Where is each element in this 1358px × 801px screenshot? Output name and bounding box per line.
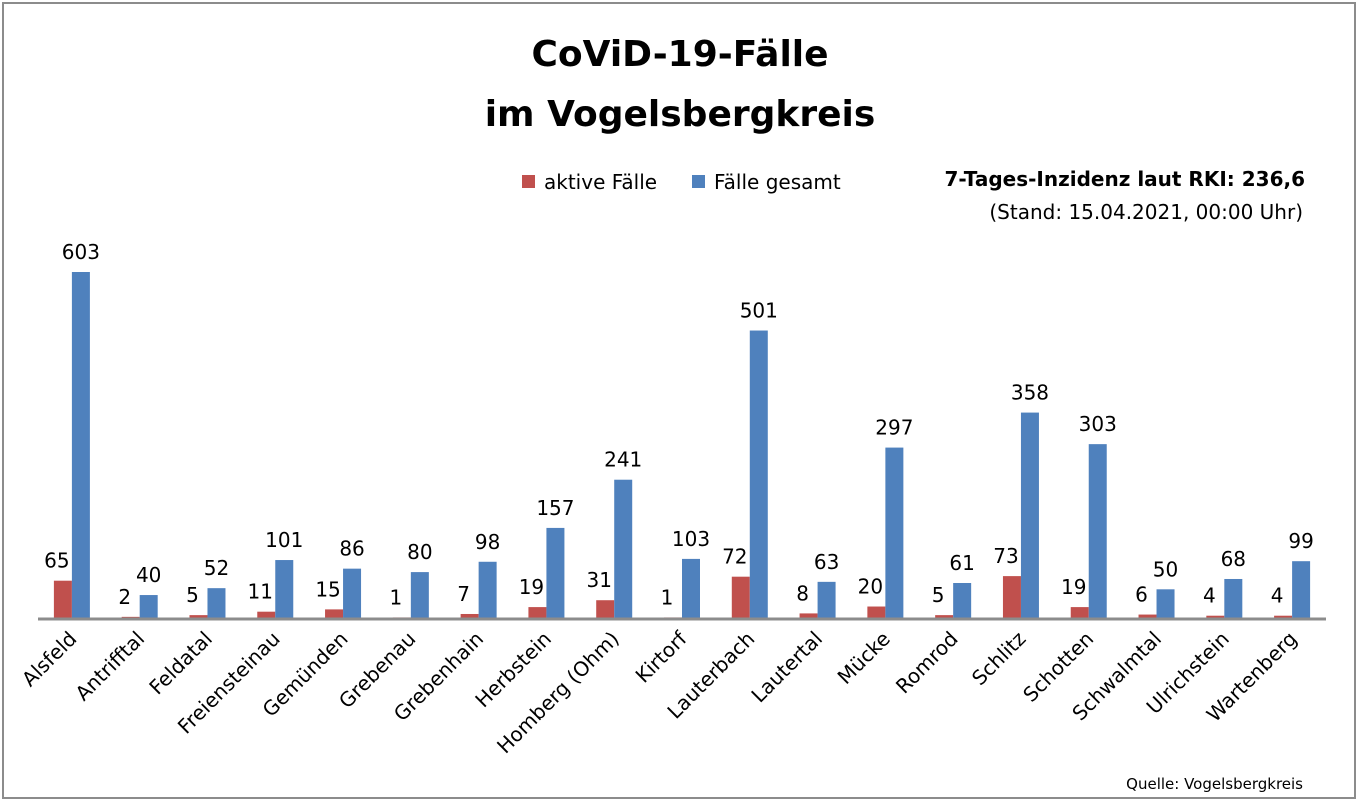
label-active-16: 6 <box>1135 583 1148 607</box>
label-total-3: 101 <box>265 528 303 552</box>
bar-total-15 <box>1088 444 1107 618</box>
label-total-2: 52 <box>204 556 229 580</box>
label-total-9: 103 <box>672 527 710 551</box>
bar-total-3 <box>275 560 294 618</box>
bar-total-14 <box>1020 412 1039 618</box>
bar-total-7 <box>546 527 565 618</box>
legend-swatch-total <box>692 175 705 188</box>
bar-active-6 <box>460 613 479 618</box>
bar-total-4 <box>343 568 362 618</box>
label-active-10: 72 <box>722 545 747 569</box>
label-total-7: 157 <box>536 496 574 520</box>
label-active-11: 8 <box>796 581 809 605</box>
source-note: Quelle: Vogelsbergkreis <box>1126 775 1303 793</box>
bar-active-3 <box>257 611 276 618</box>
bar-total-18 <box>1292 561 1311 618</box>
category-label-12: Mücke <box>833 627 895 689</box>
label-total-5: 80 <box>407 540 432 564</box>
bar-total-0 <box>71 272 90 618</box>
category-label-8: Homberg (Ohm) <box>492 627 624 759</box>
label-active-17: 4 <box>1203 584 1216 608</box>
label-total-6: 98 <box>475 530 500 554</box>
bar-active-11 <box>799 613 818 618</box>
label-total-4: 86 <box>339 537 364 561</box>
label-total-16: 50 <box>1153 557 1178 581</box>
bar-active-12 <box>867 606 886 618</box>
label-active-3: 11 <box>248 580 273 604</box>
label-active-12: 20 <box>858 575 883 599</box>
bar-total-13 <box>953 582 972 618</box>
bar-total-6 <box>478 561 497 618</box>
bar-total-1 <box>139 595 158 618</box>
chart-title-line2: im Vogelsbergkreis <box>485 94 876 135</box>
status-date-annotation: (Stand: 15.04.2021, 00:00 Uhr) <box>989 200 1303 224</box>
chart-title-line1: CoViD-19-Fälle <box>531 34 828 75</box>
legend-label-active: aktive Fälle <box>544 170 657 194</box>
category-label-1: Antrifftal <box>70 627 149 706</box>
label-active-14: 73 <box>993 544 1018 568</box>
category-label-0: Alsfeld <box>17 627 82 692</box>
category-label-9: Kirtorf <box>631 626 693 688</box>
bar-active-17 <box>1206 615 1225 618</box>
label-total-12: 297 <box>875 416 913 440</box>
label-total-13: 61 <box>949 551 974 575</box>
bar-active-2 <box>189 615 208 618</box>
category-label-13: Romrod <box>891 627 963 699</box>
bar-active-0 <box>53 580 72 618</box>
legend-swatch-active <box>522 175 535 188</box>
bar-active-4 <box>325 609 344 618</box>
bar-total-10 <box>749 330 768 618</box>
label-active-4: 15 <box>315 577 340 601</box>
bar-active-15 <box>1070 607 1089 618</box>
bar-active-10 <box>731 576 750 618</box>
label-active-15: 19 <box>1061 575 1086 599</box>
label-active-0: 65 <box>44 549 69 573</box>
incidence-annotation: 7-Tages-Inzidenz laut RKI: 236,6 <box>945 167 1306 191</box>
bar-total-17 <box>1224 578 1243 618</box>
label-total-1: 40 <box>136 563 161 587</box>
label-active-18: 4 <box>1271 584 1284 608</box>
label-active-9: 1 <box>661 585 674 609</box>
bar-total-11 <box>817 581 836 618</box>
label-total-8: 241 <box>604 448 642 472</box>
label-total-0: 603 <box>62 240 100 264</box>
bar-total-8 <box>614 479 633 618</box>
legend: aktive Fälle Fälle gesamt <box>522 170 841 194</box>
label-active-7: 19 <box>519 575 544 599</box>
bar-total-2 <box>207 588 226 618</box>
bar-total-12 <box>885 447 904 618</box>
bar-active-1 <box>121 616 140 618</box>
bar-active-13 <box>935 615 954 618</box>
bar-active-14 <box>1002 576 1021 618</box>
label-active-5: 1 <box>389 585 402 609</box>
bar-total-5 <box>410 572 429 618</box>
bar-active-8 <box>596 600 615 618</box>
label-total-11: 63 <box>814 550 839 574</box>
bar-active-7 <box>528 607 547 618</box>
category-label-11: Lautertal <box>746 627 827 708</box>
label-active-8: 31 <box>586 568 611 592</box>
bar-total-9 <box>682 558 700 618</box>
bar-active-18 <box>1274 615 1293 618</box>
label-total-17: 68 <box>1221 547 1246 571</box>
category-label-14: Schlitz <box>967 627 1031 691</box>
label-total-18: 99 <box>1288 529 1313 553</box>
label-total-15: 303 <box>1079 412 1117 436</box>
label-total-14: 358 <box>1011 381 1049 405</box>
label-total-10: 501 <box>740 299 778 323</box>
label-active-6: 7 <box>457 582 470 606</box>
label-active-1: 2 <box>118 585 131 609</box>
label-active-2: 5 <box>186 583 199 607</box>
legend-label-total: Fälle gesamt <box>714 170 841 194</box>
bar-total-16 <box>1156 589 1175 618</box>
label-active-13: 5 <box>932 583 945 607</box>
bar-active-16 <box>1138 614 1157 618</box>
